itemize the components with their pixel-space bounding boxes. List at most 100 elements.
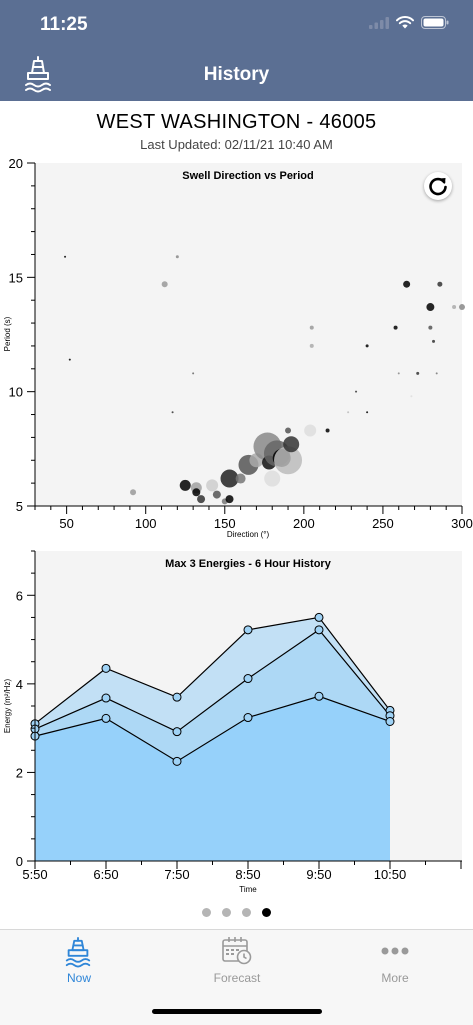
scatter-x-label: Direction (°)	[227, 530, 270, 539]
tab-forecast-label: Forecast	[213, 971, 261, 985]
scatter-point	[304, 424, 317, 437]
scatter-point	[235, 473, 246, 484]
scatter-point	[452, 305, 457, 310]
status-icons	[369, 16, 449, 29]
energy-point	[172, 692, 182, 702]
calendar-clock-icon	[222, 937, 252, 965]
energy-line	[34, 629, 391, 733]
scatter-point	[347, 411, 350, 414]
y-tick-label: 20	[9, 156, 23, 171]
scatter-point	[410, 395, 413, 398]
scatter-point	[432, 339, 436, 343]
station-name: WEST WASHINGTON - 46005	[96, 111, 377, 133]
scatter-plot-area	[35, 163, 462, 506]
page-dot[interactable]	[202, 908, 211, 917]
swell-direction-chart: 5 10 15 20 50 100 150 200 250 300 Swell Direction…	[3, 156, 473, 539]
energy-point	[314, 691, 324, 701]
scatter-point	[416, 371, 420, 375]
more-dots-icon	[381, 947, 409, 955]
tab-now-label: Now	[66, 971, 91, 985]
scatter-point	[179, 479, 191, 491]
x-tick-label: 200	[293, 516, 315, 531]
energy-line	[34, 616, 391, 725]
energy-point	[172, 756, 182, 766]
scatter-point	[175, 255, 179, 259]
x-tick-label: 300	[451, 516, 473, 531]
x-tick-label: 100	[135, 516, 157, 531]
refresh-icon	[429, 177, 447, 196]
scatter-point	[393, 325, 398, 330]
scatter-point	[130, 489, 137, 496]
scatter-point	[64, 255, 67, 258]
scatter-point	[206, 479, 219, 492]
scatter-point	[285, 427, 292, 434]
x-tick-label: 150	[214, 516, 236, 531]
energy-point	[101, 693, 111, 703]
scatter-point	[426, 303, 435, 312]
scatter-point	[355, 390, 358, 393]
tab-more-label: More	[381, 971, 409, 985]
area-title: Max 3 Energies - 6 Hour History	[165, 558, 332, 570]
scatter-y-label: Period (s)	[3, 316, 12, 351]
energy-point	[172, 727, 182, 737]
scatter-point	[264, 470, 281, 487]
scatter-point	[283, 436, 300, 453]
scatter-point	[171, 411, 174, 414]
scatter-title: Swell Direction vs Period	[182, 170, 313, 182]
scatter-point	[397, 372, 400, 375]
scatter-point	[309, 325, 314, 330]
navigation-bar: 11:25 History	[0, 0, 473, 101]
page-dot-active[interactable]	[262, 908, 271, 917]
energy-point	[314, 625, 324, 635]
y-tick-label: 10	[9, 385, 23, 400]
cellular-signal-icon	[369, 16, 389, 29]
x-tick-label: 250	[372, 516, 394, 531]
last-updated: Last Updated: 02/11/21 10:40 AM	[140, 137, 333, 152]
y-tick-label: 0	[16, 854, 23, 869]
energy-history-chart: 0 2 4 6 5:50 6:50 7:50 8:50 9:50 10:50 Max 3 Ener…	[3, 550, 462, 894]
scatter-point	[435, 372, 438, 375]
scatter-point	[325, 428, 330, 433]
x-tick-label: 7:50	[164, 867, 189, 882]
scatter-point	[68, 358, 71, 361]
energy-point	[101, 713, 111, 723]
scatter-point	[225, 495, 234, 504]
page-dot[interactable]	[222, 908, 231, 917]
scatter-point	[459, 304, 465, 311]
page-indicator[interactable]	[0, 908, 473, 917]
y-tick-label: 15	[9, 270, 23, 285]
energy-point	[101, 663, 111, 673]
wifi-icon	[396, 16, 414, 29]
energy-point	[243, 625, 253, 635]
status-time: 11:25	[40, 14, 88, 35]
scatter-point	[309, 343, 314, 348]
energy-point	[243, 713, 253, 723]
refresh-button[interactable]	[424, 172, 452, 200]
scatter-point	[161, 281, 168, 288]
tab-forecast[interactable]: Forecast	[158, 930, 316, 990]
area-y-label: Energy (m²/Hz)	[3, 679, 12, 734]
scatter-point	[192, 488, 201, 497]
scatter-point	[428, 325, 433, 330]
x-tick-label: 8:50	[235, 867, 260, 882]
buoy-icon[interactable]	[22, 55, 54, 95]
y-tick-label: 2	[16, 765, 23, 780]
page-title: History	[203, 64, 270, 85]
tab-now[interactable]: Now	[0, 930, 158, 990]
y-tick-label: 5	[16, 499, 23, 514]
scatter-point	[274, 446, 303, 475]
scatter-point	[365, 344, 369, 348]
y-tick-label: 6	[16, 588, 23, 603]
x-tick-label: 9:50	[306, 867, 331, 882]
energy-area	[35, 696, 390, 861]
page-dot[interactable]	[242, 908, 251, 917]
area-x-label: Time	[239, 885, 257, 894]
x-tick-label: 10:50	[374, 867, 407, 882]
y-tick-label: 4	[16, 677, 23, 692]
energy-line	[34, 695, 391, 763]
scatter-point	[403, 280, 411, 288]
home-indicator	[152, 1009, 322, 1014]
energy-point	[314, 612, 324, 622]
scatter-point	[192, 372, 195, 375]
tab-more[interactable]: More	[316, 930, 473, 990]
